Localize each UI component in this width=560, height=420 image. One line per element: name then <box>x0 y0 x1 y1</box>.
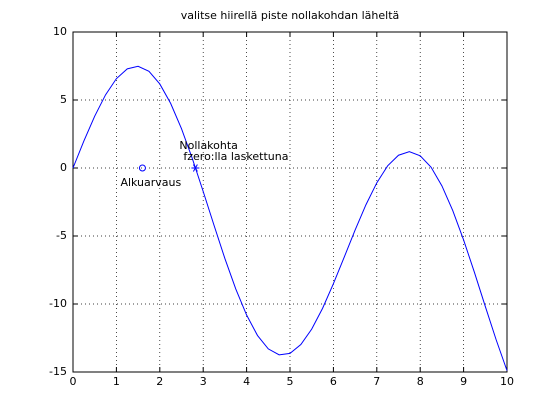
start-marker <box>138 164 146 172</box>
axes-box <box>72 31 508 373</box>
x-tick-label: 7 <box>373 375 380 388</box>
y-tick-label: 0 <box>60 161 67 174</box>
annotation: Nollakohta <box>179 139 238 152</box>
y-tick-label: -15 <box>49 365 67 378</box>
chart-title: valitse hiirellä piste nollakohdan lähel… <box>181 9 400 22</box>
x-tick-label: 5 <box>287 375 294 388</box>
annotation: fzero:lla laskettuna <box>183 150 288 163</box>
x-tick-label: 4 <box>243 375 250 388</box>
y-tick-label: 10 <box>53 25 67 38</box>
marker-stroke <box>192 164 198 172</box>
x-tick-label: 9 <box>460 375 467 388</box>
x-tick-label: 1 <box>113 375 120 388</box>
x-tick-label: 3 <box>200 375 207 388</box>
y-tick-label: -5 <box>56 229 67 242</box>
x-tick-label: 6 <box>330 375 337 388</box>
x-tick-label: 0 <box>70 375 77 388</box>
zero-marker <box>191 164 200 172</box>
y-tick-label: -10 <box>49 297 67 310</box>
y-tick-label: 5 <box>60 93 67 106</box>
x-tick-label: 2 <box>156 375 163 388</box>
curve <box>72 65 508 371</box>
annotation: Alkuarvaus <box>120 176 181 189</box>
x-tick-label: 8 <box>417 375 424 388</box>
x-tick-label: 10 <box>500 375 514 388</box>
